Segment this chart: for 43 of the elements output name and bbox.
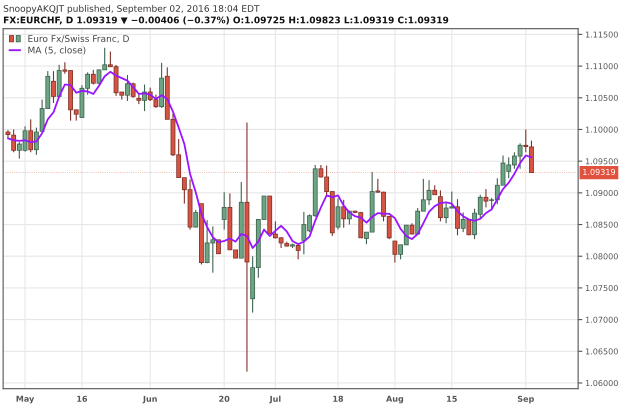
candlestick [392, 240, 398, 264]
candlestick [296, 244, 301, 260]
chart-subtitle: FX:EURCHF, D 1.09319 ▼ −0.00406 (−0.37%) O:1.09725 H:1.09823 L:1.09319 C:1.09319 [4, 16, 448, 25]
x-tick-label: Jun [142, 396, 157, 404]
legend-label: Euro Fx/Swiss Franc, D [28, 35, 129, 43]
y-tick-label: 1.09500 [586, 158, 618, 164]
x-tick-label: May [16, 396, 34, 404]
y-tick-label: 1.10000 [586, 126, 618, 133]
x-tick-label: Aug [386, 396, 404, 404]
y-tick-label: 1.08000 [586, 253, 618, 260]
candlestick [336, 198, 340, 230]
y-tick-label: 1.06000 [586, 380, 618, 386]
y-tick-label: 1.11000 [586, 63, 618, 70]
candlestick [11, 128, 16, 153]
y-tick-label: 1.07000 [586, 316, 618, 323]
chart-title: SnoopyAKQJT published, September 02, 2016 18:04 EDT [4, 4, 260, 14]
y-tick-label: 1.06500 [586, 348, 618, 354]
candlestick [410, 222, 414, 235]
x-tick-label: 18 [333, 396, 344, 402]
x-tick-label: 15 [447, 396, 457, 402]
y-tick-label: 1.07500 [586, 284, 618, 292]
y-tick-label: 1.09000 [586, 190, 618, 196]
candlestick [455, 198, 460, 236]
candlestick [460, 212, 466, 233]
legend-label: MA (5, close) [28, 46, 86, 55]
candlestick [432, 184, 438, 196]
candlestick [193, 209, 198, 228]
y-tick-label: 1.11500 [586, 31, 618, 38]
x-tick-label: 16 [77, 396, 88, 402]
candlestick [466, 218, 472, 236]
x-tick-label: 20 [219, 396, 230, 402]
candlestick [125, 74, 130, 102]
y-tick-label: 1.08500 [586, 222, 618, 228]
y-tick-label: 1.10500 [586, 94, 618, 101]
candlestick [136, 92, 142, 105]
candlestick [438, 190, 443, 222]
ref-line-label: 1.09319 [583, 168, 616, 175]
candlestick [51, 70, 56, 104]
x-tick-label: Sep [518, 396, 534, 404]
candlestick [484, 188, 488, 208]
candlestick [222, 192, 227, 230]
candlestick [90, 69, 96, 86]
x-tick-label: Jul [269, 396, 280, 404]
